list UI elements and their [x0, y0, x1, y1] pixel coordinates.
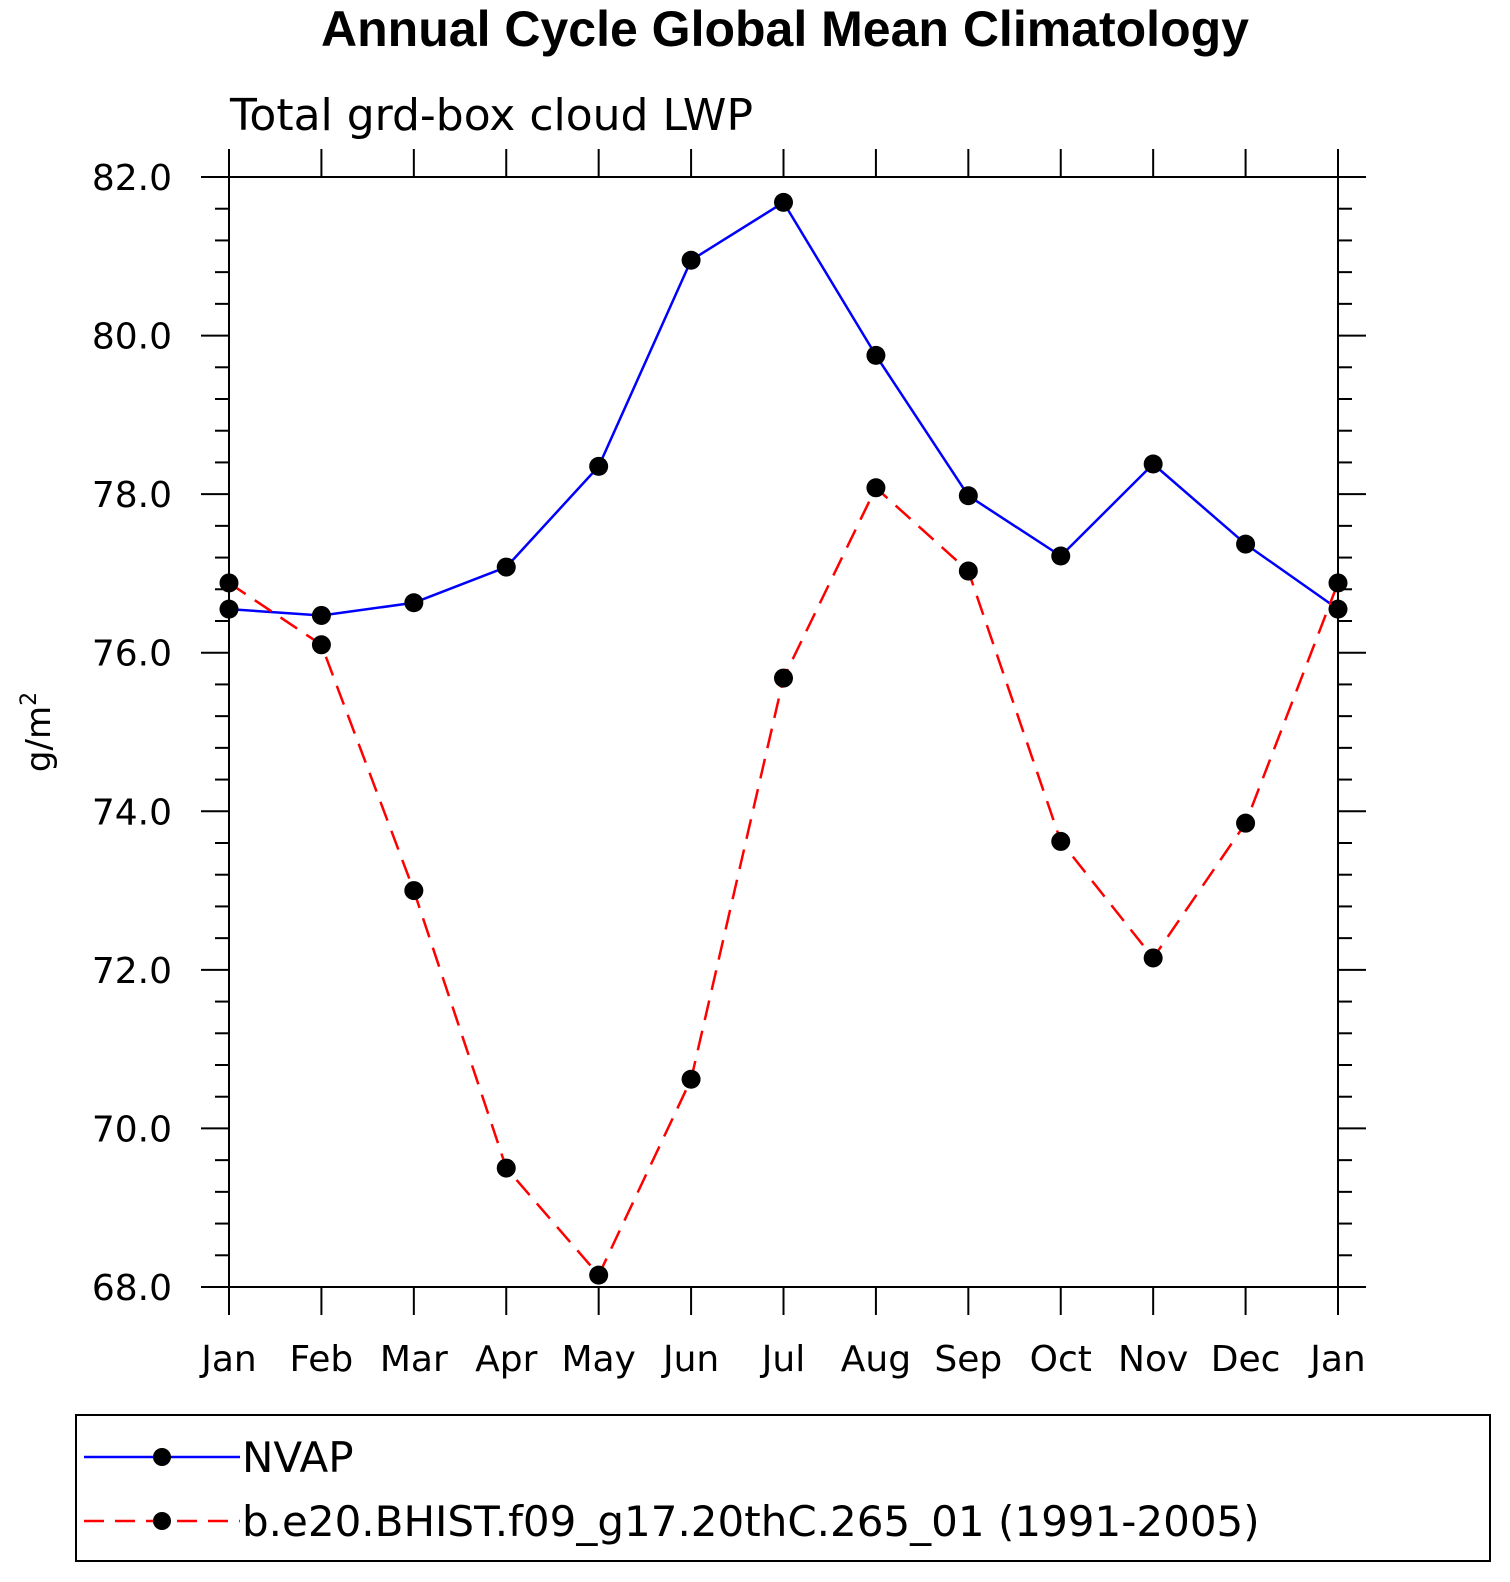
x-tick-label: Sep [934, 1339, 1002, 1380]
x-tick-label: Mar [380, 1339, 448, 1380]
plot-axes: 68.0 70.0 72.0 74.0 76.0 78.0 80.0 82.0 Jan Feb Ma… [92, 149, 1366, 1380]
series-2-point [219, 573, 239, 593]
series-1-point [1051, 546, 1071, 566]
series-2-point [496, 1158, 516, 1178]
x-tick-label: Jan [1308, 1339, 1366, 1380]
legend-label-2: b.e20.BHIST.f09_g17.20thC.265_01 (1991-2… [242, 1497, 1260, 1546]
series-1-point [589, 456, 609, 476]
series-1-point [866, 345, 886, 365]
y-tick-label: 78.0 [92, 475, 172, 516]
chart-subtitle: Total grd-box cloud LWP [229, 90, 753, 141]
y-axis-label-text: g/m [19, 706, 59, 772]
x-tick-label: Jan [199, 1339, 257, 1380]
x-tick-label: Oct [1030, 1339, 1092, 1380]
series-2-point [866, 478, 886, 498]
legend-box [75, 1414, 1491, 1562]
series-1-point [774, 192, 793, 212]
series-1-point [1143, 454, 1163, 474]
series-1-point [958, 486, 978, 506]
series-2-point [404, 881, 424, 901]
series-2-point [1051, 831, 1071, 851]
series-2-point [958, 561, 978, 581]
series-2-point [311, 635, 331, 655]
chart-title: Annual Cycle Global Mean Climatology [321, 1, 1249, 57]
y-axis-label: g/m2 [17, 692, 59, 772]
legend: NVAP b.e20.BHIST.f09_g17.20thC.265_01 (19… [84, 1433, 1260, 1546]
x-tick-label: Apr [475, 1339, 537, 1380]
series-1-point [404, 593, 424, 613]
x-tick-label: Nov [1118, 1339, 1188, 1380]
y-tick-label: 72.0 [92, 951, 172, 992]
y-tick-label: 68.0 [92, 1268, 172, 1309]
series-2-point [1236, 813, 1256, 833]
x-tick-label: Aug [841, 1339, 911, 1380]
series-2-point [1143, 948, 1163, 968]
legend-label-1: NVAP [242, 1433, 354, 1482]
series-2-point [774, 668, 793, 688]
svg-text:g/m2: g/m2 [17, 692, 59, 772]
y-tick-label: 82.0 [92, 158, 172, 199]
x-tick-label: Jun [661, 1339, 719, 1380]
series-1-point [681, 250, 701, 270]
series-1-point [219, 599, 239, 619]
series-line-1 [228, 201, 1339, 617]
y-tick-label: 70.0 [92, 1109, 172, 1150]
legend-marker-1 [153, 1448, 171, 1466]
x-tick-label: Feb [290, 1339, 354, 1380]
legend-marker-2 [153, 1512, 171, 1530]
series-1-point [496, 557, 516, 577]
y-tick-label: 80.0 [92, 317, 172, 358]
series-2-point [589, 1265, 609, 1285]
series-layer [219, 192, 1348, 1285]
series-2-point [1328, 573, 1348, 593]
y-tick-label: 74.0 [92, 792, 172, 833]
y-axis-label-superscript: 2 [17, 692, 42, 706]
x-tick-label: Jul [760, 1339, 805, 1380]
series-2-point [681, 1069, 701, 1089]
x-tick-label: May [561, 1339, 635, 1380]
y-tick-label: 76.0 [92, 634, 172, 675]
plot-frame [228, 176, 1339, 1288]
x-tick-label: Dec [1211, 1339, 1281, 1380]
series-1-point [1328, 599, 1348, 619]
series-1-point [311, 605, 331, 625]
series-1-point [1236, 534, 1256, 554]
